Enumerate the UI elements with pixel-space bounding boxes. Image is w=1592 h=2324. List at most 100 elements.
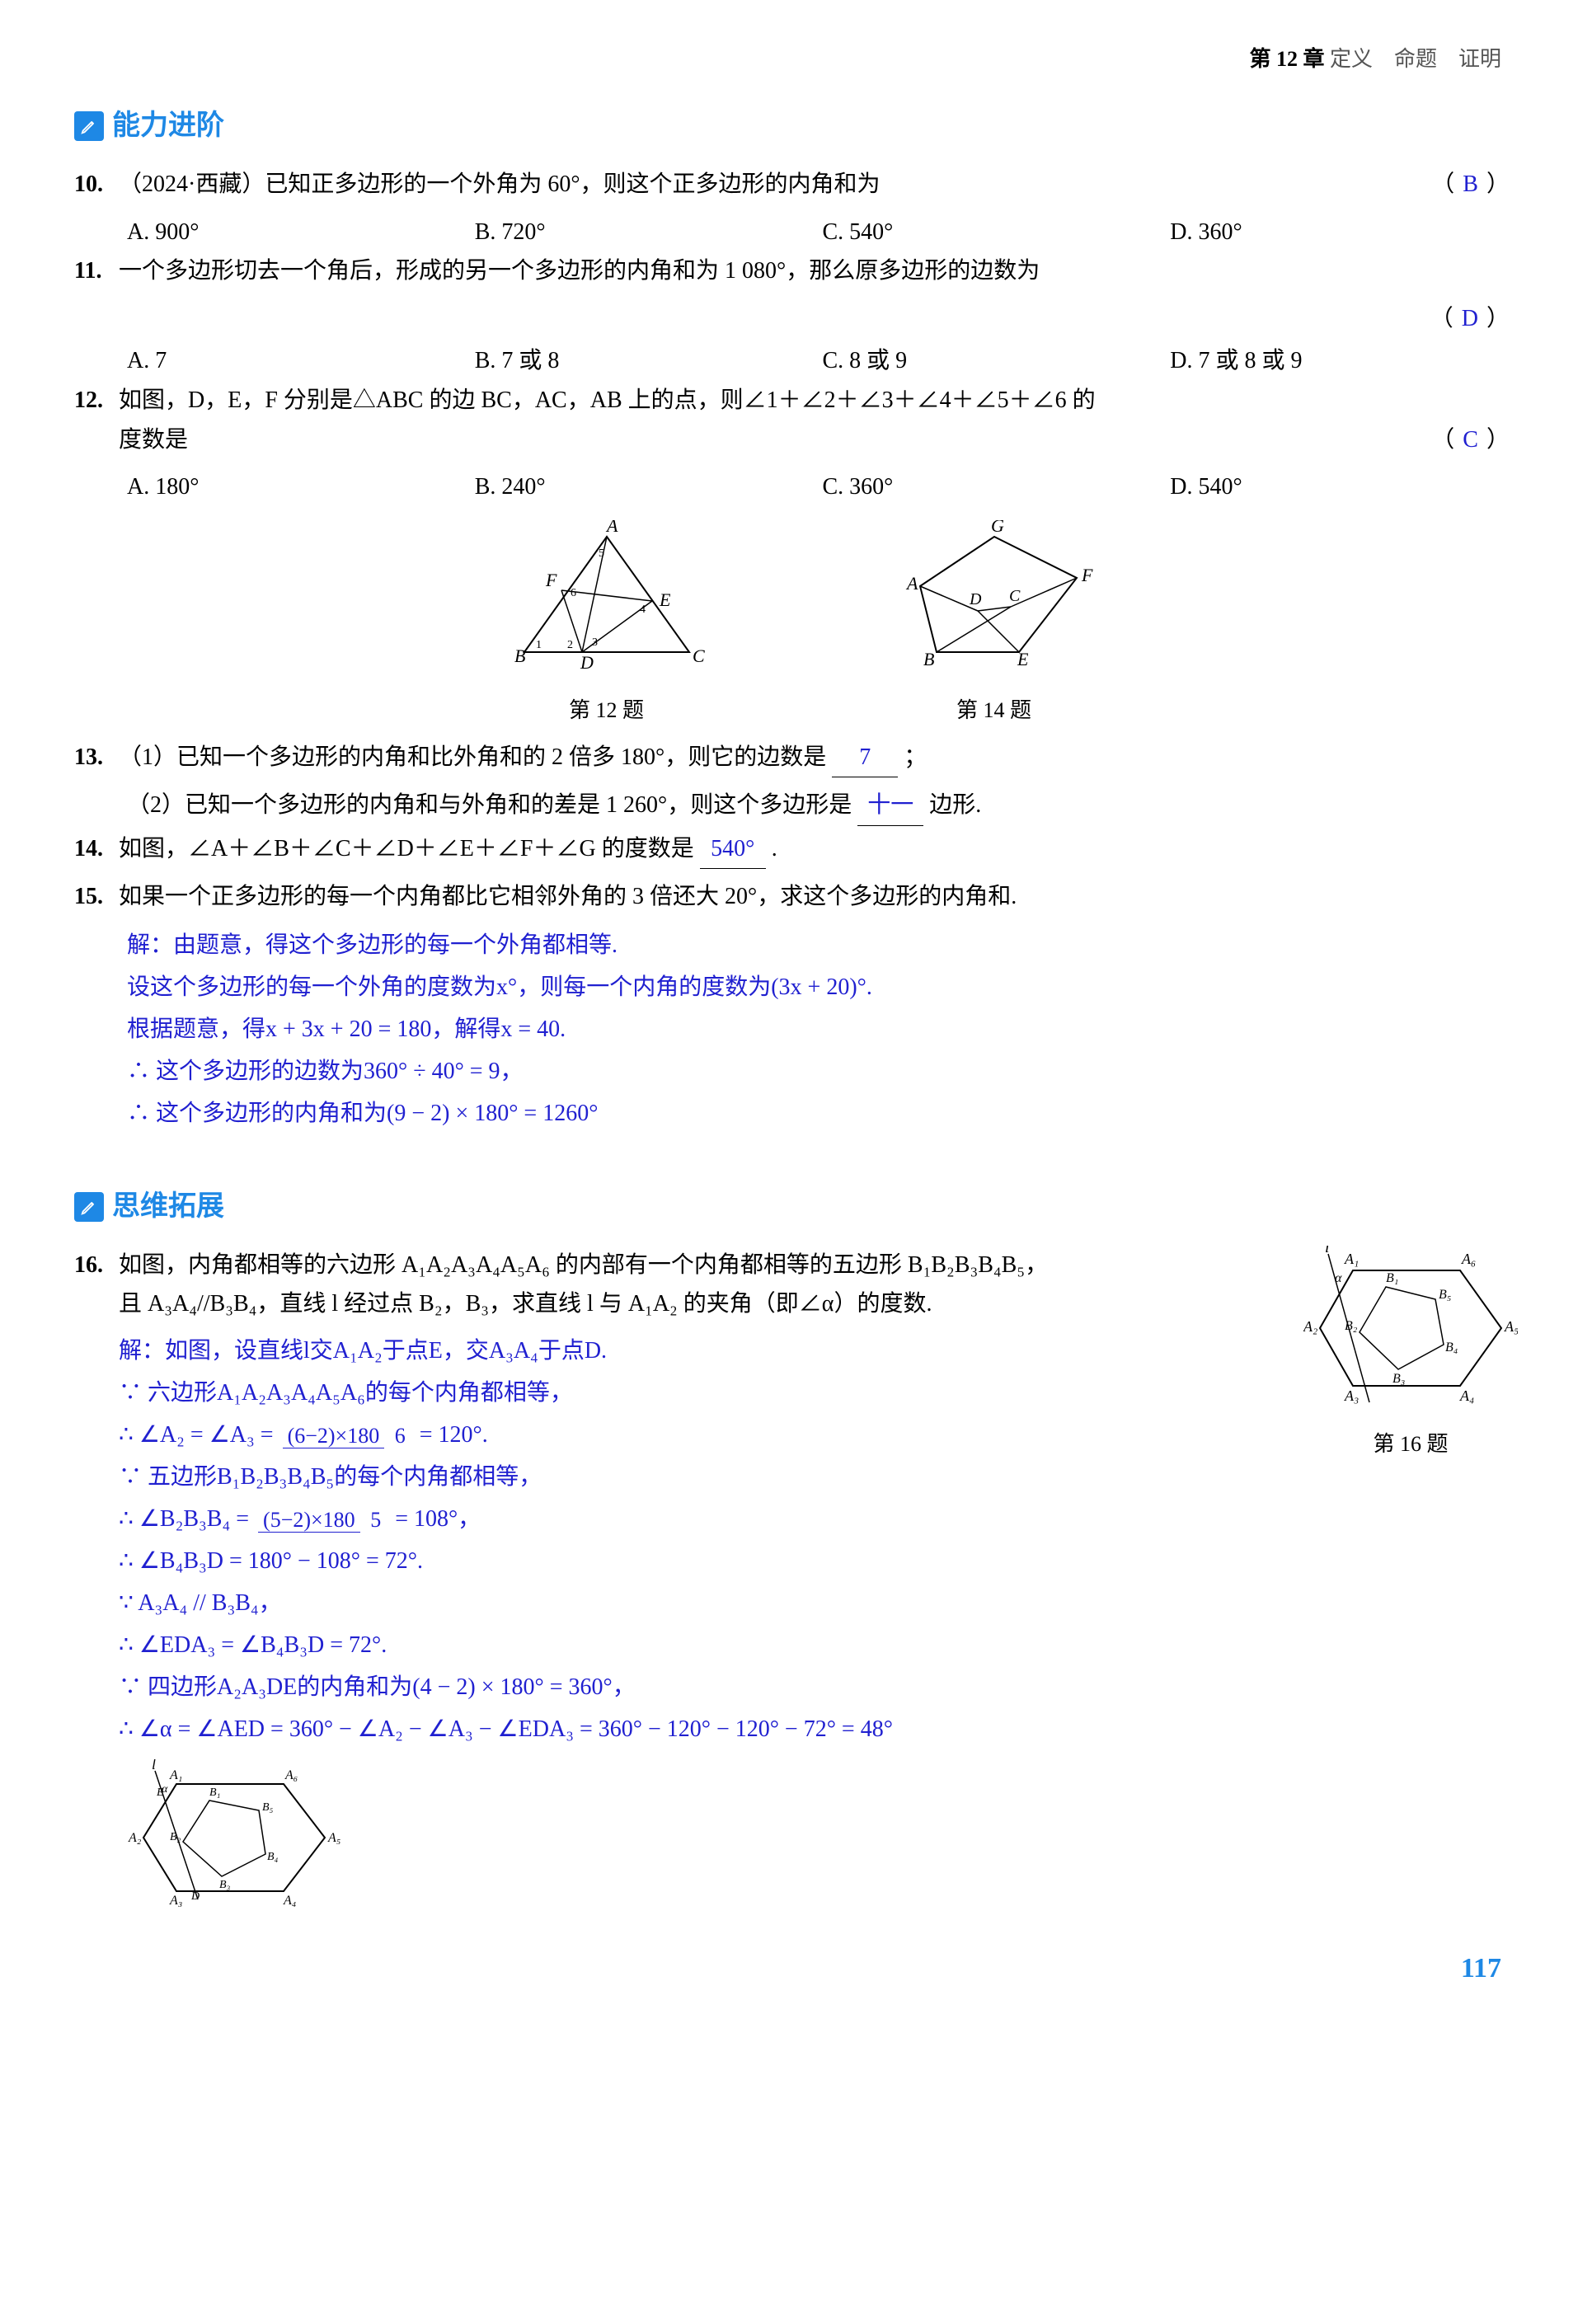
figure-12-caption: 第 12 题 <box>491 693 722 729</box>
svg-text:C: C <box>1009 587 1021 605</box>
q12-answer: C <box>1454 427 1486 453</box>
q12-choice-d: D. 540° <box>1170 467 1518 507</box>
svg-text:A₆: A₆ <box>1461 1251 1476 1267</box>
q10-choice-c: C. 540° <box>823 213 1171 252</box>
q16-sol-l3-frac: (6−2)×180 6 <box>283 1425 411 1448</box>
q13-p1-blank: 7 <box>832 738 898 778</box>
q16-sol-l7: ∵ A₃A₄ // B₃B₄， <box>119 1583 1518 1623</box>
svg-text:E: E <box>659 589 671 610</box>
q14-period: . <box>772 836 777 862</box>
q13-part2: （2）已知一个多边形的内角和与外角和的差是 1 260°，则这个多边形是 十一 … <box>74 786 1518 826</box>
frac-den: 6 <box>390 1424 411 1448</box>
q10-num: 10. <box>74 165 119 204</box>
q16-sol-l6: ∴ ∠B₄B₃D = 180° − 108° = 72°. <box>119 1541 1518 1581</box>
svg-text:A₅: A₅ <box>327 1831 340 1845</box>
figures-12-14: A B C D E F 1 2 3 4 5 6 第 12 题 A B E F G <box>74 520 1518 730</box>
svg-text:A₄: A₄ <box>1459 1387 1474 1404</box>
section-thinking: 思维拓展 <box>74 1183 1518 1231</box>
q14-blank: 540° <box>700 829 766 870</box>
svg-text:B: B <box>514 646 525 666</box>
svg-text:D: D <box>580 652 594 673</box>
q10-answer: B <box>1454 171 1486 197</box>
figure-16-caption: 第 16 题 <box>1303 1426 1518 1462</box>
svg-text:A₁: A₁ <box>169 1768 182 1782</box>
q10-choice-b: B. 720° <box>475 213 823 252</box>
svg-text:1: 1 <box>536 639 542 651</box>
svg-text:B₁: B₁ <box>209 1786 220 1799</box>
q11-answer-paren: （D） <box>74 299 1518 339</box>
svg-text:A₂: A₂ <box>128 1831 142 1845</box>
figure-12-svg: A B C D E F 1 2 3 4 5 6 <box>491 520 722 677</box>
q12-num: 12. <box>74 381 119 459</box>
svg-text:A: A <box>605 520 618 536</box>
q16-num: 16. <box>74 1246 119 1751</box>
q10-choices: A. 900° B. 720° C. 540° D. 360° <box>74 213 1518 252</box>
question-10: 10. （2024·西藏）已知正多边形的一个外角为 60°，则这个正多边形的内角… <box>74 165 1518 204</box>
q15-sol-l5: ∴ 这个多边形的内角和为(9 − 2) × 180° = 1260° <box>127 1093 1518 1134</box>
section-title: 思维拓展 <box>112 1183 224 1231</box>
svg-text:B₄: B₄ <box>1445 1340 1458 1354</box>
q15-text: 如果一个正多边形的每一个内角都比它相邻外角的 3 倍还大 20°，求这个多边形的… <box>119 884 1017 909</box>
q11-answer: D <box>1453 306 1486 331</box>
svg-text:A₆: A₆ <box>284 1768 298 1782</box>
q15-solution: 解：由题意，得这个多边形的每一个外角都相等. 设这个多边形的每一个外角的度数为x… <box>74 925 1518 1134</box>
question-13: 13. （1）已知一个多边形的内角和比外角和的 2 倍多 180°，则它的边数是… <box>74 738 1518 778</box>
q16-sol-l3b: = 120°. <box>420 1422 488 1448</box>
q11-choice-b: B. 7 或 8 <box>475 341 823 381</box>
figure-16: l A₁ A₆ A₅ A₄ A₃ A₂ B₁ B₅ B₄ B₃ B₂ α 第 1… <box>1303 1246 1518 1463</box>
svg-text:2: 2 <box>567 639 573 651</box>
q10-text: （2024·西藏）已知正多边形的一个外角为 60°，则这个正多边形的内角和为 <box>119 171 881 197</box>
figure-16-svg: l A₁ A₆ A₅ A₄ A₃ A₂ B₁ B₅ B₄ B₃ B₂ α <box>1303 1246 1518 1411</box>
q12-choices: A. 180° B. 240° C. 360° D. 540° <box>74 467 1518 507</box>
svg-text:B₁: B₁ <box>1386 1271 1398 1285</box>
q16-sol-l5a: ∴ ∠B₂B₃B₄ = <box>119 1506 255 1532</box>
q16-sol-l5b: = 108°， <box>395 1506 481 1532</box>
svg-text:A: A <box>905 573 918 594</box>
svg-text:B₃: B₃ <box>219 1879 231 1891</box>
q13-p2a: （2）已知一个多边形的内角和与外角和的差是 1 260°，则这个多边形是 <box>127 792 852 818</box>
q15-sol-l2: 设这个多边形的每一个外角的度数为x°，则每一个内角的度数为(3x + 20)°. <box>127 967 1518 1007</box>
svg-text:A₂: A₂ <box>1303 1318 1317 1335</box>
q11-choice-c: C. 8 或 9 <box>823 341 1171 381</box>
figure-14: A B E F G D C 第 14 题 <box>887 520 1101 730</box>
q11-text: 一个多边形切去一个角后，形成的另一个多边形的内角和为 1 080°，那么原多边形… <box>119 258 1040 284</box>
q11-choice-d: D. 7 或 8 或 9 <box>1170 341 1518 381</box>
q14-text: 如图，∠A＋∠B＋∠C＋∠D＋∠E＋∠F＋∠G 的度数是 <box>119 836 694 862</box>
q12-answer-paren: （C） <box>1431 420 1518 460</box>
q16-text2: 且 A₃A₄//B₃B₄，直线 l 经过点 B₂，B₃，求直线 l 与 A₁A₂… <box>119 1291 932 1317</box>
section-title: 能力进阶 <box>112 102 224 150</box>
svg-text:l: l <box>1325 1246 1330 1256</box>
svg-text:A₃: A₃ <box>169 1894 182 1908</box>
svg-text:B₅: B₅ <box>1439 1288 1451 1302</box>
frac-num: (5−2)×180 <box>258 1508 360 1533</box>
figure-16b: l A₁ A₆ A₅ A₄ A₃ A₂ B₁ B₅ B₄ B₃ B₂ E D α <box>74 1759 1518 1921</box>
frac-num: (6−2)×180 <box>283 1424 385 1448</box>
svg-text:F: F <box>545 570 557 590</box>
question-15: 15. 如果一个正多边形的每一个内角都比它相邻外角的 3 倍还大 20°，求这个… <box>74 877 1518 917</box>
svg-text:B₂: B₂ <box>1345 1319 1358 1333</box>
svg-text:B₄: B₄ <box>267 1851 279 1863</box>
q16-sol-l8: ∴ ∠EDA₃ = ∠B₄B₃D = 72°. <box>119 1625 1518 1665</box>
q10-choice-a: A. 900° <box>127 213 475 252</box>
svg-text:B₃: B₃ <box>1392 1372 1405 1386</box>
figure-14-caption: 第 14 题 <box>887 693 1101 729</box>
svg-text:F: F <box>1081 565 1093 585</box>
question-12: 12. 如图，D，E，F 分别是△ABC 的边 BC，AC，AB 上的点，则∠1… <box>74 381 1518 459</box>
section-icon <box>74 111 104 141</box>
q11-choices: A. 7 B. 7 或 8 C. 8 或 9 D. 7 或 8 或 9 <box>74 341 1518 381</box>
q13-p1b: ； <box>904 744 927 770</box>
q16-sol-l5-frac: (5−2)×180 5 <box>258 1509 386 1533</box>
q10-choice-d: D. 360° <box>1170 213 1518 252</box>
q12-choice-c: C. 360° <box>823 467 1171 507</box>
svg-text:α: α <box>162 1783 168 1796</box>
svg-text:5: 5 <box>599 547 604 560</box>
question-11: 11. 一个多边形切去一个角后，形成的另一个多边形的内角和为 1 080°，那么… <box>74 251 1518 291</box>
q16-sol-l3a: ∴ ∠A₂ = ∠A₃ = <box>119 1422 279 1448</box>
figure-12: A B C D E F 1 2 3 4 5 6 第 12 题 <box>491 520 722 730</box>
frac-den: 5 <box>365 1508 386 1532</box>
q15-sol-l1: 解：由题意，得这个多边形的每一个外角都相等. <box>127 925 1518 965</box>
q15-sol-l4: ∴ 这个多边形的边数为360° ÷ 40° = 9， <box>127 1051 1518 1092</box>
q13-p1a: （1）已知一个多边形的内角和比外角和的 2 倍多 180°，则它的边数是 <box>119 744 826 770</box>
q15-sol-l3: 根据题意，得x + 3x + 20 = 180，解得x = 40. <box>127 1009 1518 1049</box>
q13-num: 13. <box>74 738 119 778</box>
